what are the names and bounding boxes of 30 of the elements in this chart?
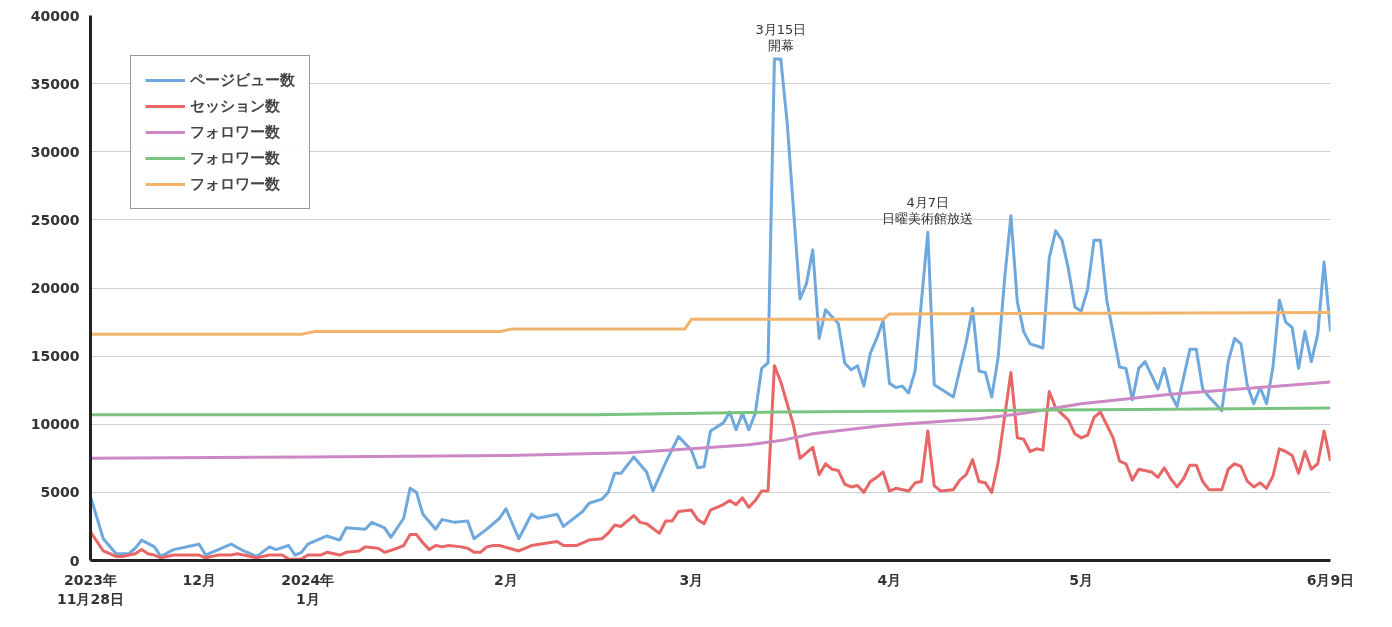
line-series <box>90 57 1331 558</box>
legend-label: ページビュー数 <box>190 70 295 90</box>
x-tick-label: 3月 <box>679 571 704 588</box>
legend-label: フォロワー数 <box>190 148 280 168</box>
x-tick-label: 2023年 11月28日 <box>57 571 124 607</box>
line-series <box>90 406 1331 417</box>
x-tick-label: 2月 <box>494 571 518 588</box>
annotation: 開幕 <box>767 38 794 54</box>
y-tick-label: 40000 <box>30 7 80 24</box>
y-tick-label: 15000 <box>30 348 80 365</box>
legend-label: フォロワー数 <box>190 174 280 194</box>
x-tick-label: 4月 <box>877 571 902 588</box>
annotation: 3月15日 <box>755 22 807 38</box>
y-tick-label: 0 <box>69 552 80 569</box>
x-tick-label: 5月 <box>1069 571 1094 588</box>
legend-label: フォロワー数 <box>190 122 280 142</box>
y-tick-label: 5000 <box>40 484 80 501</box>
line-series <box>90 380 1331 460</box>
y-tick-label: 30000 <box>30 143 80 160</box>
y-tick-label: 10000 <box>30 416 80 433</box>
y-tick-label: 35000 <box>30 75 80 92</box>
x-tick-label: 12月 <box>182 571 216 588</box>
annotation: 4月7日 <box>906 195 950 211</box>
y-tick-label: 20000 <box>30 280 80 296</box>
x-tick-label: 6月9日 <box>1306 571 1355 588</box>
y-tick-label: 25000 <box>30 211 80 228</box>
line-series <box>90 311 1331 336</box>
annotation: 日曜美術館放送 <box>882 211 974 227</box>
legend-label: セッション数 <box>190 96 280 116</box>
x-tick-label: 2024年 1月 <box>281 571 335 607</box>
